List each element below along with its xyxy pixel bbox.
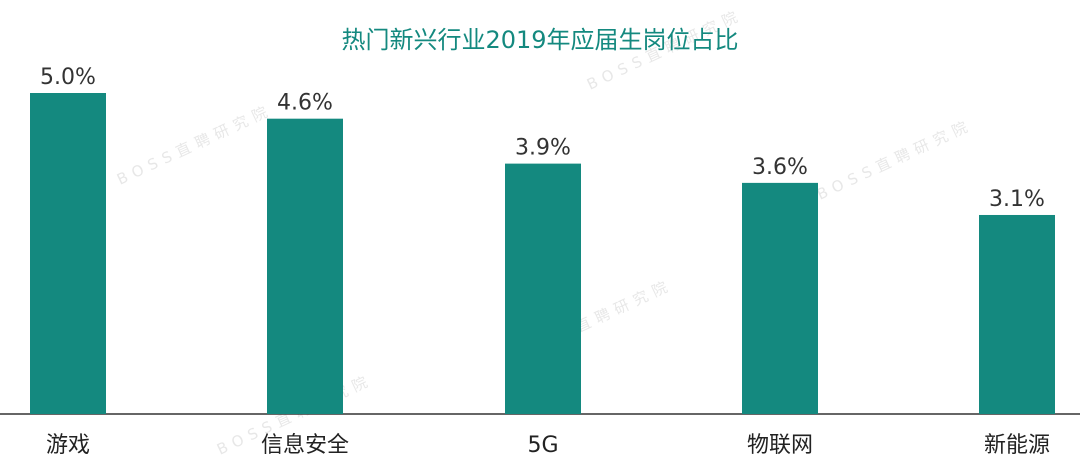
category-label: 5G	[527, 433, 558, 458]
bar-value-label: 3.6%	[752, 155, 808, 180]
value-labels-layer: 5.0% 4.6% 3.9% 3.6% 3.1%	[40, 65, 1045, 212]
bar	[267, 118, 343, 415]
category-label: 游戏	[46, 433, 90, 458]
bar-value-label: 4.6%	[277, 91, 333, 116]
category-label: 新能源	[984, 433, 1050, 458]
bar	[979, 214, 1055, 414]
bar-value-label: 3.1%	[989, 187, 1045, 212]
bars-layer	[30, 93, 1055, 415]
watermark: BOSS直聘研究院	[114, 101, 276, 189]
category-labels-layer: 游戏 信息安全 5G 物联网 新能源	[46, 433, 1050, 458]
category-label: 物联网	[747, 433, 813, 458]
bar-value-label: 5.0%	[40, 65, 96, 90]
bar-value-label: 3.9%	[515, 136, 571, 161]
watermark: BOSS直聘研究院	[814, 116, 976, 204]
chart-title: 热门新兴行业2019年应届生岗位占比	[341, 26, 738, 54]
category-label: 信息安全	[261, 433, 349, 458]
bar	[742, 182, 818, 414]
bar	[30, 93, 106, 414]
bar	[505, 163, 581, 414]
